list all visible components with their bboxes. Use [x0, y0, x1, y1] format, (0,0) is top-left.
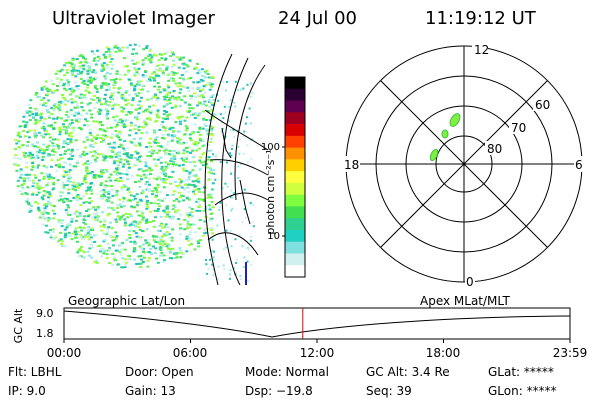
colorbar-swatch [285, 229, 305, 243]
coastline-overlay [204, 53, 269, 285]
polar-mlt-plot: 12 0 18 6 60 70 80 [342, 42, 586, 289]
colorbar-tick-10: 10 [267, 231, 280, 242]
instrument-title: Ultraviolet Imager [52, 8, 215, 29]
mlt-label-0: 0 [466, 275, 474, 289]
time-tick-1200: 12:00 [300, 346, 335, 360]
time-label: 11:19:12 UT [425, 8, 536, 29]
colorbar-swatch [285, 147, 305, 160]
seq-readout: Seq: 39 [366, 384, 412, 398]
colorbar-swatch [285, 124, 305, 137]
gc-alt-readout: GC Alt: 3.4 Re [366, 365, 450, 379]
colorbar-swatch [285, 253, 305, 266]
colorbar-swatch [285, 112, 305, 125]
timeline-frame [63, 307, 571, 340]
date-label: 24 Jul 00 [278, 8, 357, 29]
mlt-label-18: 18 [344, 158, 359, 172]
time-tick-1800: 18:00 [426, 346, 461, 360]
dsp-readout: Dsp: −19.8 [245, 384, 313, 398]
colorbar-swatch [285, 171, 305, 184]
colorbar-swatch [285, 77, 305, 90]
gc-alt-tick-1-8: 1.8 [36, 327, 54, 340]
apex-caption: Apex MLat/MLT [420, 294, 510, 308]
lat-label-80: 80 [487, 142, 502, 156]
colorbar-swatch [285, 194, 305, 208]
colorbar-swatch [285, 241, 305, 255]
ip-readout: IP: 9.0 [8, 384, 46, 398]
colorbar: 100 10 photon cm⁻²s⁻¹ [262, 76, 306, 278]
time-tick-0000: 00:00 [47, 346, 82, 360]
orbit-timeline: GC Alt 9.0 1.8 00:00 06:00 12:00 18:00 2… [12, 307, 588, 360]
gc-alt-tick-9: 9.0 [36, 307, 54, 320]
lat-label-60: 60 [535, 98, 550, 112]
colorbar-swatch [285, 206, 305, 219]
lat-label-70: 70 [511, 121, 526, 135]
auroral-emission-image [13, 43, 255, 282]
mlt-label-6: 6 [575, 158, 583, 172]
colorbar-swatch [285, 135, 305, 149]
colorbar-swatch [285, 88, 305, 102]
colorbar-tick-100: 100 [262, 142, 280, 153]
colorbar-swatch [285, 159, 305, 172]
colorbar-swatch [285, 182, 305, 196]
mode-readout: Mode: Normal [245, 365, 329, 379]
colorbar-swatch [285, 100, 305, 113]
geographic-caption: Geographic Lat/Lon [68, 294, 186, 308]
colorbar-frame [284, 76, 306, 278]
colorbar-scale [285, 77, 305, 278]
door-readout: Door: Open [125, 365, 194, 379]
colorbar-swatch [285, 265, 305, 278]
filter-readout: Flt: LBHL [8, 365, 62, 379]
time-tick-2359: 23:59 [553, 346, 588, 360]
earth-image-panel [13, 43, 269, 285]
time-tick-0600: 06:00 [173, 346, 208, 360]
gc-alt-axis-label: GC Alt [12, 308, 25, 343]
altitude-curve [63, 310, 571, 338]
glat-readout: GLat: ***** [488, 365, 554, 379]
gain-readout: Gain: 13 [125, 384, 176, 398]
colorbar-swatch [285, 218, 305, 231]
mlt-label-12: 12 [474, 43, 489, 57]
auroral-patches [429, 113, 461, 162]
colorbar-unit-label: photon cm⁻²s⁻¹ [264, 149, 277, 234]
glon-readout: GLon: ***** [488, 384, 557, 398]
